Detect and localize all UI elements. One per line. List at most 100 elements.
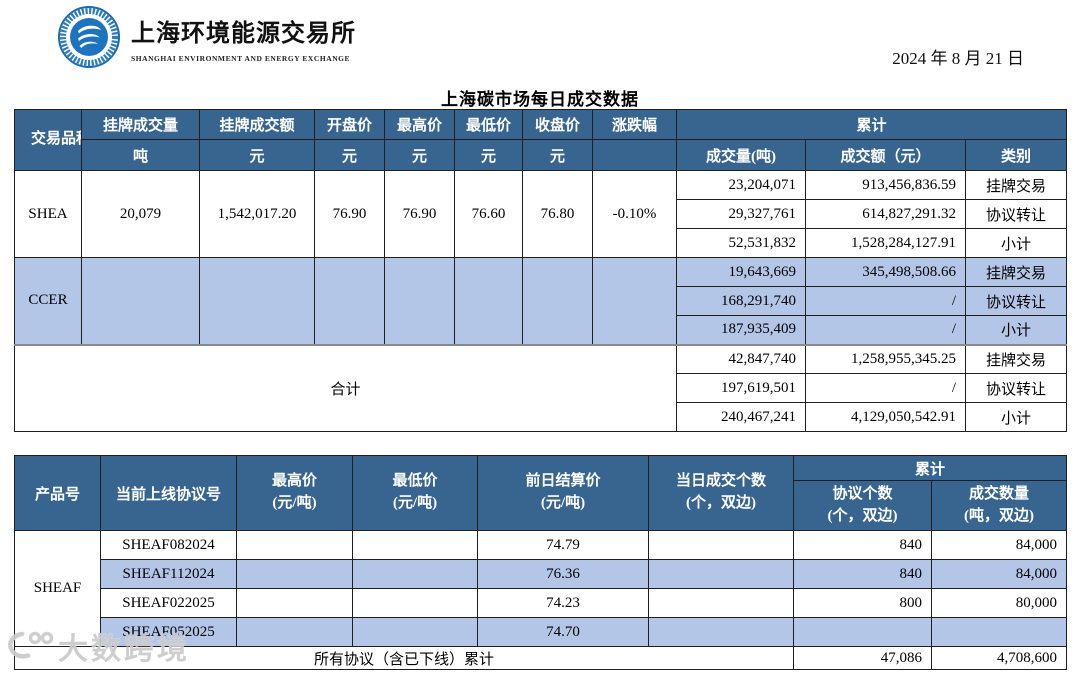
shea-listed-amount-cell: 1,542,017.20 [199,170,315,258]
agreement-cell: SHEAF112024 [100,559,237,589]
ccer-category-cell: 小计 [964,315,1068,345]
total-cum-volume-cell: 42,847,740 [676,343,806,374]
th-cumulative: 累计 [675,109,1068,140]
ccer-variety-cell: CCER [14,257,82,345]
th-cum-volume-unit: (吨，双边) [964,507,1034,524]
total-category-cell: 小计 [964,402,1068,432]
ccer-empty-cell [81,257,200,345]
th-variety-label: 交易品种 [31,131,81,148]
prev-settle-cell: 74.70 [477,617,649,647]
total-cum-volume-cell: 240,467,241 [676,402,806,432]
all-agreements-label-cell: 所有协议（含已下线）累计 [14,646,794,670]
ccer-cum-amount-cell: 345,498,508.66 [805,257,966,287]
all-agreements-cum-count-cell: 47,086 [793,646,932,670]
shea-change-cell: -0.10% [592,170,677,258]
total-category-cell: 协议转让 [964,373,1068,403]
low-cell [352,559,478,589]
th-listed-volume: 挂牌成交量 [81,109,200,140]
th-cum-volume: 成交量(吨) [676,139,806,171]
th-high-price: 最高价 (元/吨) [236,455,353,531]
th-low-label: 最低价 [392,473,438,490]
ccer-empty-cell [199,257,315,345]
cum-count-cell: 840 [793,559,932,589]
ccer-empty-cell [592,257,677,345]
report-date: 2024 年 8 月 21 日 [892,49,1024,68]
th-cum-volume-label: 成交数量 [969,485,1030,502]
th-variety: 交易品种 [14,109,82,171]
ccer-cum-amount-cell: / [805,315,966,345]
th-category: 类别 [964,139,1068,171]
high-cell [236,530,353,560]
th-high-unit: (元/吨) [272,495,317,511]
shea-cum-volume-cell: 23,204,071 [676,170,806,200]
cum-count-cell [793,617,932,647]
th-change-pct: 涨跌幅 [592,109,677,140]
org-block: 上海环境能源交易所 SHANGHAI ENVIRONMENT AND ENERG… [131,13,356,63]
sheaf-row: SHEAF SHEAF082024 74.79 840 84,000 [14,530,1068,647]
total-cum-amount-cell: 1,258,955,345.25 [805,343,966,374]
th-day-count-unit: (个，双边) [686,495,756,511]
sheaf-row: SHEAF112024 76.36 840 84,000 [15,559,1068,589]
prev-settle-cell: 74.23 [477,588,649,618]
total-category-cell: 挂牌交易 [964,343,1068,374]
shea-category-cell: 挂牌交易 [964,170,1068,200]
shea-high-cell: 76.90 [384,170,455,258]
shea-variety-cell: SHEA [14,170,82,258]
sheaf-row: SHEAF022025 74.23 800 80,000 [15,588,1068,618]
th-unit-yuan: 元 [199,139,315,171]
shea-open-cell: 76.90 [314,170,385,258]
ccer-category-cell: 协议转让 [964,286,1068,316]
th-current-agreement: 当前上线协议号 [100,455,237,531]
sheaf-product-cell: SHEAF [14,530,101,647]
th-unit-yuan: 元 [522,139,593,171]
shea-cum-amount-cell: 614,827,291.32 [805,199,966,229]
all-agreements-total-row: 所有协议（含已下线）累计 47,086 4,708,600 [14,646,1068,670]
total-row-2: 197,619,501 / 协议转让 [15,373,1068,403]
th-cumulative: 累计 [792,455,1068,481]
low-cell [352,617,478,647]
cum-count-cell: 840 [793,530,932,560]
cum-count-cell: 800 [793,588,932,618]
th-unit-yuan: 元 [454,139,523,171]
day-count-cell [648,588,794,618]
day-count-cell [648,617,794,647]
th-open-price: 开盘价 [314,109,385,140]
th-unit-ton: 吨 [81,139,200,171]
high-cell [236,617,353,647]
ccer-row-3: 187,935,409 / 小计 [15,315,1068,345]
shea-category-cell: 小计 [964,228,1068,258]
total-cum-amount-cell: / [805,373,966,403]
agreement-cell: SHEAF082024 [100,530,237,560]
cum-volume-cell: 84,000 [930,530,1068,560]
th-cum-count-unit: (个，双边) [827,507,898,524]
ccer-empty-cell [522,257,593,345]
daily-trading-table: 交易品种 挂牌成交量 挂牌成交额 开盘价 最高价 最低价 收盘价 涨跌幅 累计 … [14,109,1068,432]
day-count-cell [648,559,794,589]
th-day-count: 当日成交个数 (个，双边) [648,455,794,531]
high-cell [236,559,353,589]
th-high-label: 最高价 [271,473,317,490]
org-name-en: SHANGHAI ENVIRONMENT AND ENERGY EXCHANGE [131,54,351,63]
total-cum-volume-cell: 197,619,501 [676,373,806,403]
day-count-cell [648,530,794,560]
total-label-cell: 合计 [14,343,677,432]
ccer-category-cell: 挂牌交易 [964,257,1068,287]
ccer-cum-volume-cell: 168,291,740 [676,286,806,316]
th-prev-settle: 前日结算价 (元/吨) [477,455,649,531]
th-unit-yuan: 元 [384,139,455,171]
th-day-count-label: 当日成交个数 [675,473,766,490]
th-low-price: 最低价 (元/吨) [352,455,478,531]
th-cum-amount: 成交额（元） [805,139,966,171]
prev-settle-cell: 76.36 [477,559,649,589]
ccer-row-2: 168,291,740 / 协议转让 [15,286,1068,316]
shea-category-cell: 协议转让 [964,199,1068,229]
th-change-unit-empty [592,139,677,171]
sheaf-row: SHEAF052025 74.70 [15,617,1068,647]
cum-volume-cell: 80,000 [930,588,1068,618]
th-low-price: 最低价 [454,109,523,140]
ccer-empty-cell [384,257,455,345]
agreement-cell: SHEAF022025 [100,588,237,618]
th-cum-trade-volume: 成交数量 (吨，双边) [930,480,1068,531]
th-high-price: 最高价 [384,109,455,140]
